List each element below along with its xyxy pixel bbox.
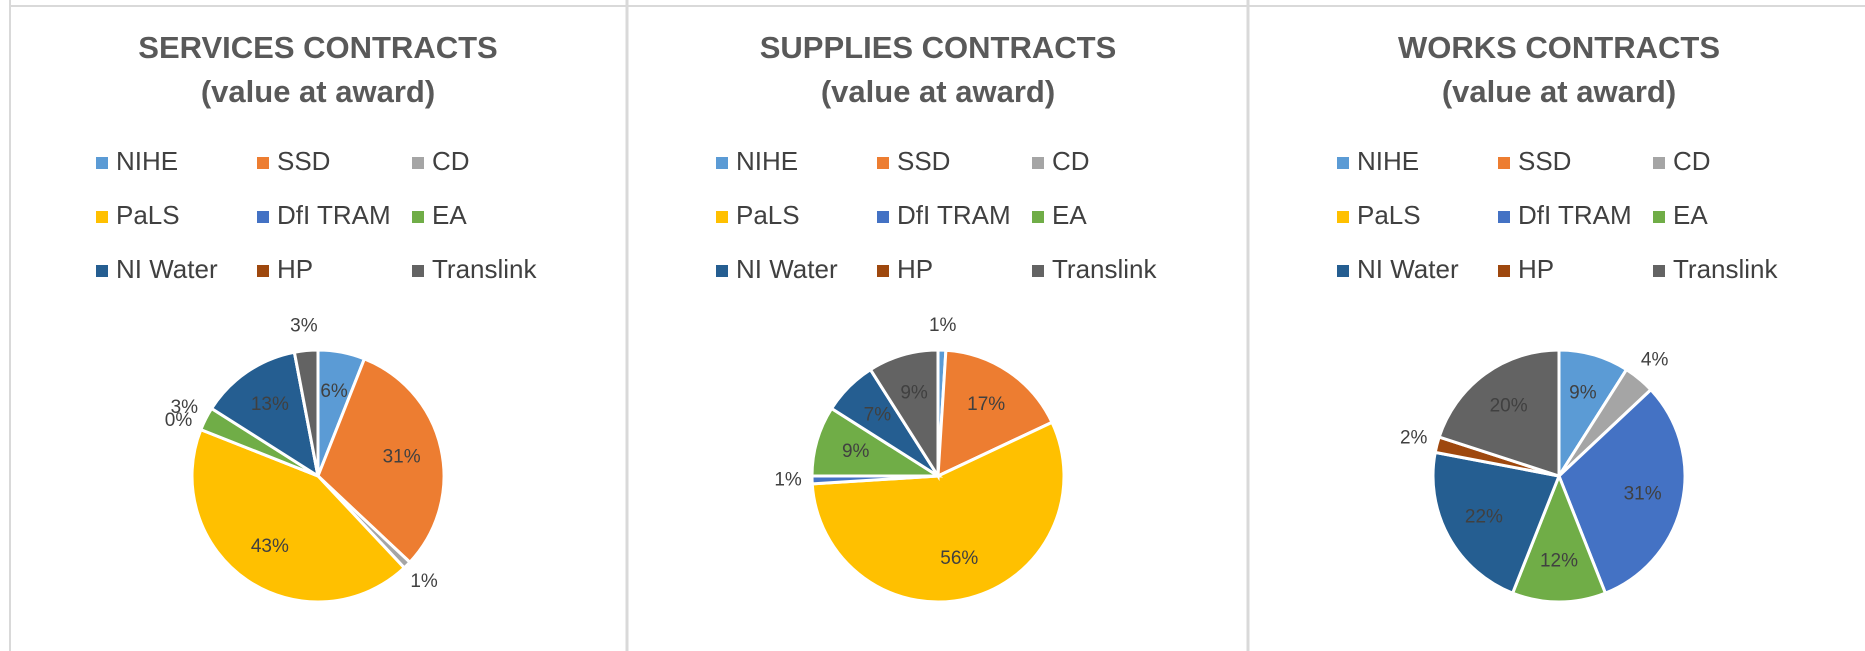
legend-swatch [1498, 265, 1510, 277]
data-label: 31% [383, 446, 421, 467]
legend-swatch [412, 157, 424, 169]
data-label: 1% [410, 571, 438, 592]
data-label: 1% [774, 470, 802, 491]
data-label: 9% [842, 441, 870, 462]
legend-swatch [877, 157, 889, 169]
legend-label: EA [1673, 200, 1708, 230]
legend-label: HP [1518, 254, 1554, 284]
data-label: 43% [251, 536, 289, 557]
legend-swatch [412, 265, 424, 277]
data-label: 13% [251, 394, 289, 415]
legend-swatch [96, 157, 108, 169]
data-label: 3% [290, 316, 318, 337]
chart-title: SERVICES CONTRACTS [138, 30, 497, 65]
legend-label: NI Water [736, 254, 838, 284]
legend-swatch [877, 265, 889, 277]
data-label: 12% [1540, 551, 1578, 572]
data-label: 22% [1465, 506, 1503, 527]
legend-label: SSD [897, 146, 950, 176]
legend-label: PaLS [1357, 200, 1421, 230]
data-label: 20% [1490, 396, 1528, 417]
legend-label: CD [432, 146, 470, 176]
legend-swatch [1032, 211, 1044, 223]
pie-slice [1431, 450, 1562, 596]
chart-title: WORKS CONTRACTS [1398, 30, 1720, 65]
chart-subtitle: (value at award) [201, 74, 435, 109]
legend-swatch [1653, 211, 1665, 223]
pie-slice [936, 348, 1055, 479]
legend-label: Translink [1052, 254, 1158, 284]
pie-slice [1510, 471, 1608, 604]
legend-swatch [1653, 265, 1665, 277]
pie-slice [810, 420, 1066, 604]
pie-slice [292, 348, 320, 477]
legend-swatch [716, 157, 728, 169]
legend-swatch [257, 265, 269, 277]
pie-slice [209, 350, 321, 480]
data-label: 17% [967, 394, 1005, 415]
legend-label: NI Water [116, 254, 218, 284]
legend-swatch [716, 211, 728, 223]
legend-label: DfI TRAM [277, 200, 391, 230]
legend-swatch [877, 211, 889, 223]
legend-swatch [1337, 265, 1349, 277]
data-label: 56% [940, 548, 978, 569]
legend-swatch [1498, 211, 1510, 223]
data-label: 7% [864, 404, 892, 425]
legend-label: NI Water [1357, 254, 1459, 284]
legend-label: PaLS [736, 200, 800, 230]
legend-swatch [1032, 265, 1044, 277]
data-label: 4% [1641, 349, 1669, 370]
legend-swatch [1498, 157, 1510, 169]
data-label: 0% [165, 410, 193, 431]
data-label: 3% [171, 397, 199, 418]
legend-swatch [96, 265, 108, 277]
legend-label: CD [1052, 146, 1090, 176]
data-label: 6% [320, 381, 348, 402]
pie-slice [190, 427, 407, 604]
legend-label: HP [277, 254, 313, 284]
legend-swatch [257, 211, 269, 223]
legend-label: NIHE [116, 146, 178, 176]
legend-swatch [257, 157, 269, 169]
legend-swatch [1032, 157, 1044, 169]
legend-swatch [1337, 157, 1349, 169]
data-label: 2% [1400, 428, 1428, 449]
legend-label: NIHE [736, 146, 798, 176]
data-label: 9% [900, 383, 928, 404]
legend-label: PaLS [116, 200, 180, 230]
chart-subtitle: (value at award) [1442, 74, 1676, 109]
pie-slice [1557, 387, 1687, 596]
data-label: 31% [1624, 484, 1662, 505]
legend-label: SSD [1518, 146, 1571, 176]
legend-swatch [96, 211, 108, 223]
legend-label: EA [432, 200, 467, 230]
pie-slice [1437, 348, 1561, 479]
legend-swatch [412, 211, 424, 223]
legend-label: DfI TRAM [1518, 200, 1632, 230]
legend-label: Translink [432, 254, 538, 284]
legend-swatch [716, 265, 728, 277]
legend-label: EA [1052, 200, 1087, 230]
legend-label: SSD [277, 146, 330, 176]
pie-slice [316, 356, 446, 565]
legend-label: DfI TRAM [897, 200, 1011, 230]
legend-label: Translink [1673, 254, 1779, 284]
legend-label: HP [897, 254, 933, 284]
data-label: 9% [1569, 383, 1597, 404]
legend-label: NIHE [1357, 146, 1419, 176]
chart-title: SUPPLIES CONTRACTS [760, 30, 1117, 65]
legend-swatch [1653, 157, 1665, 169]
legend-label: CD [1673, 146, 1711, 176]
legend-swatch [1337, 211, 1349, 223]
chart-subtitle: (value at award) [821, 74, 1055, 109]
data-label: 1% [929, 315, 957, 336]
pie-slice [868, 348, 940, 482]
